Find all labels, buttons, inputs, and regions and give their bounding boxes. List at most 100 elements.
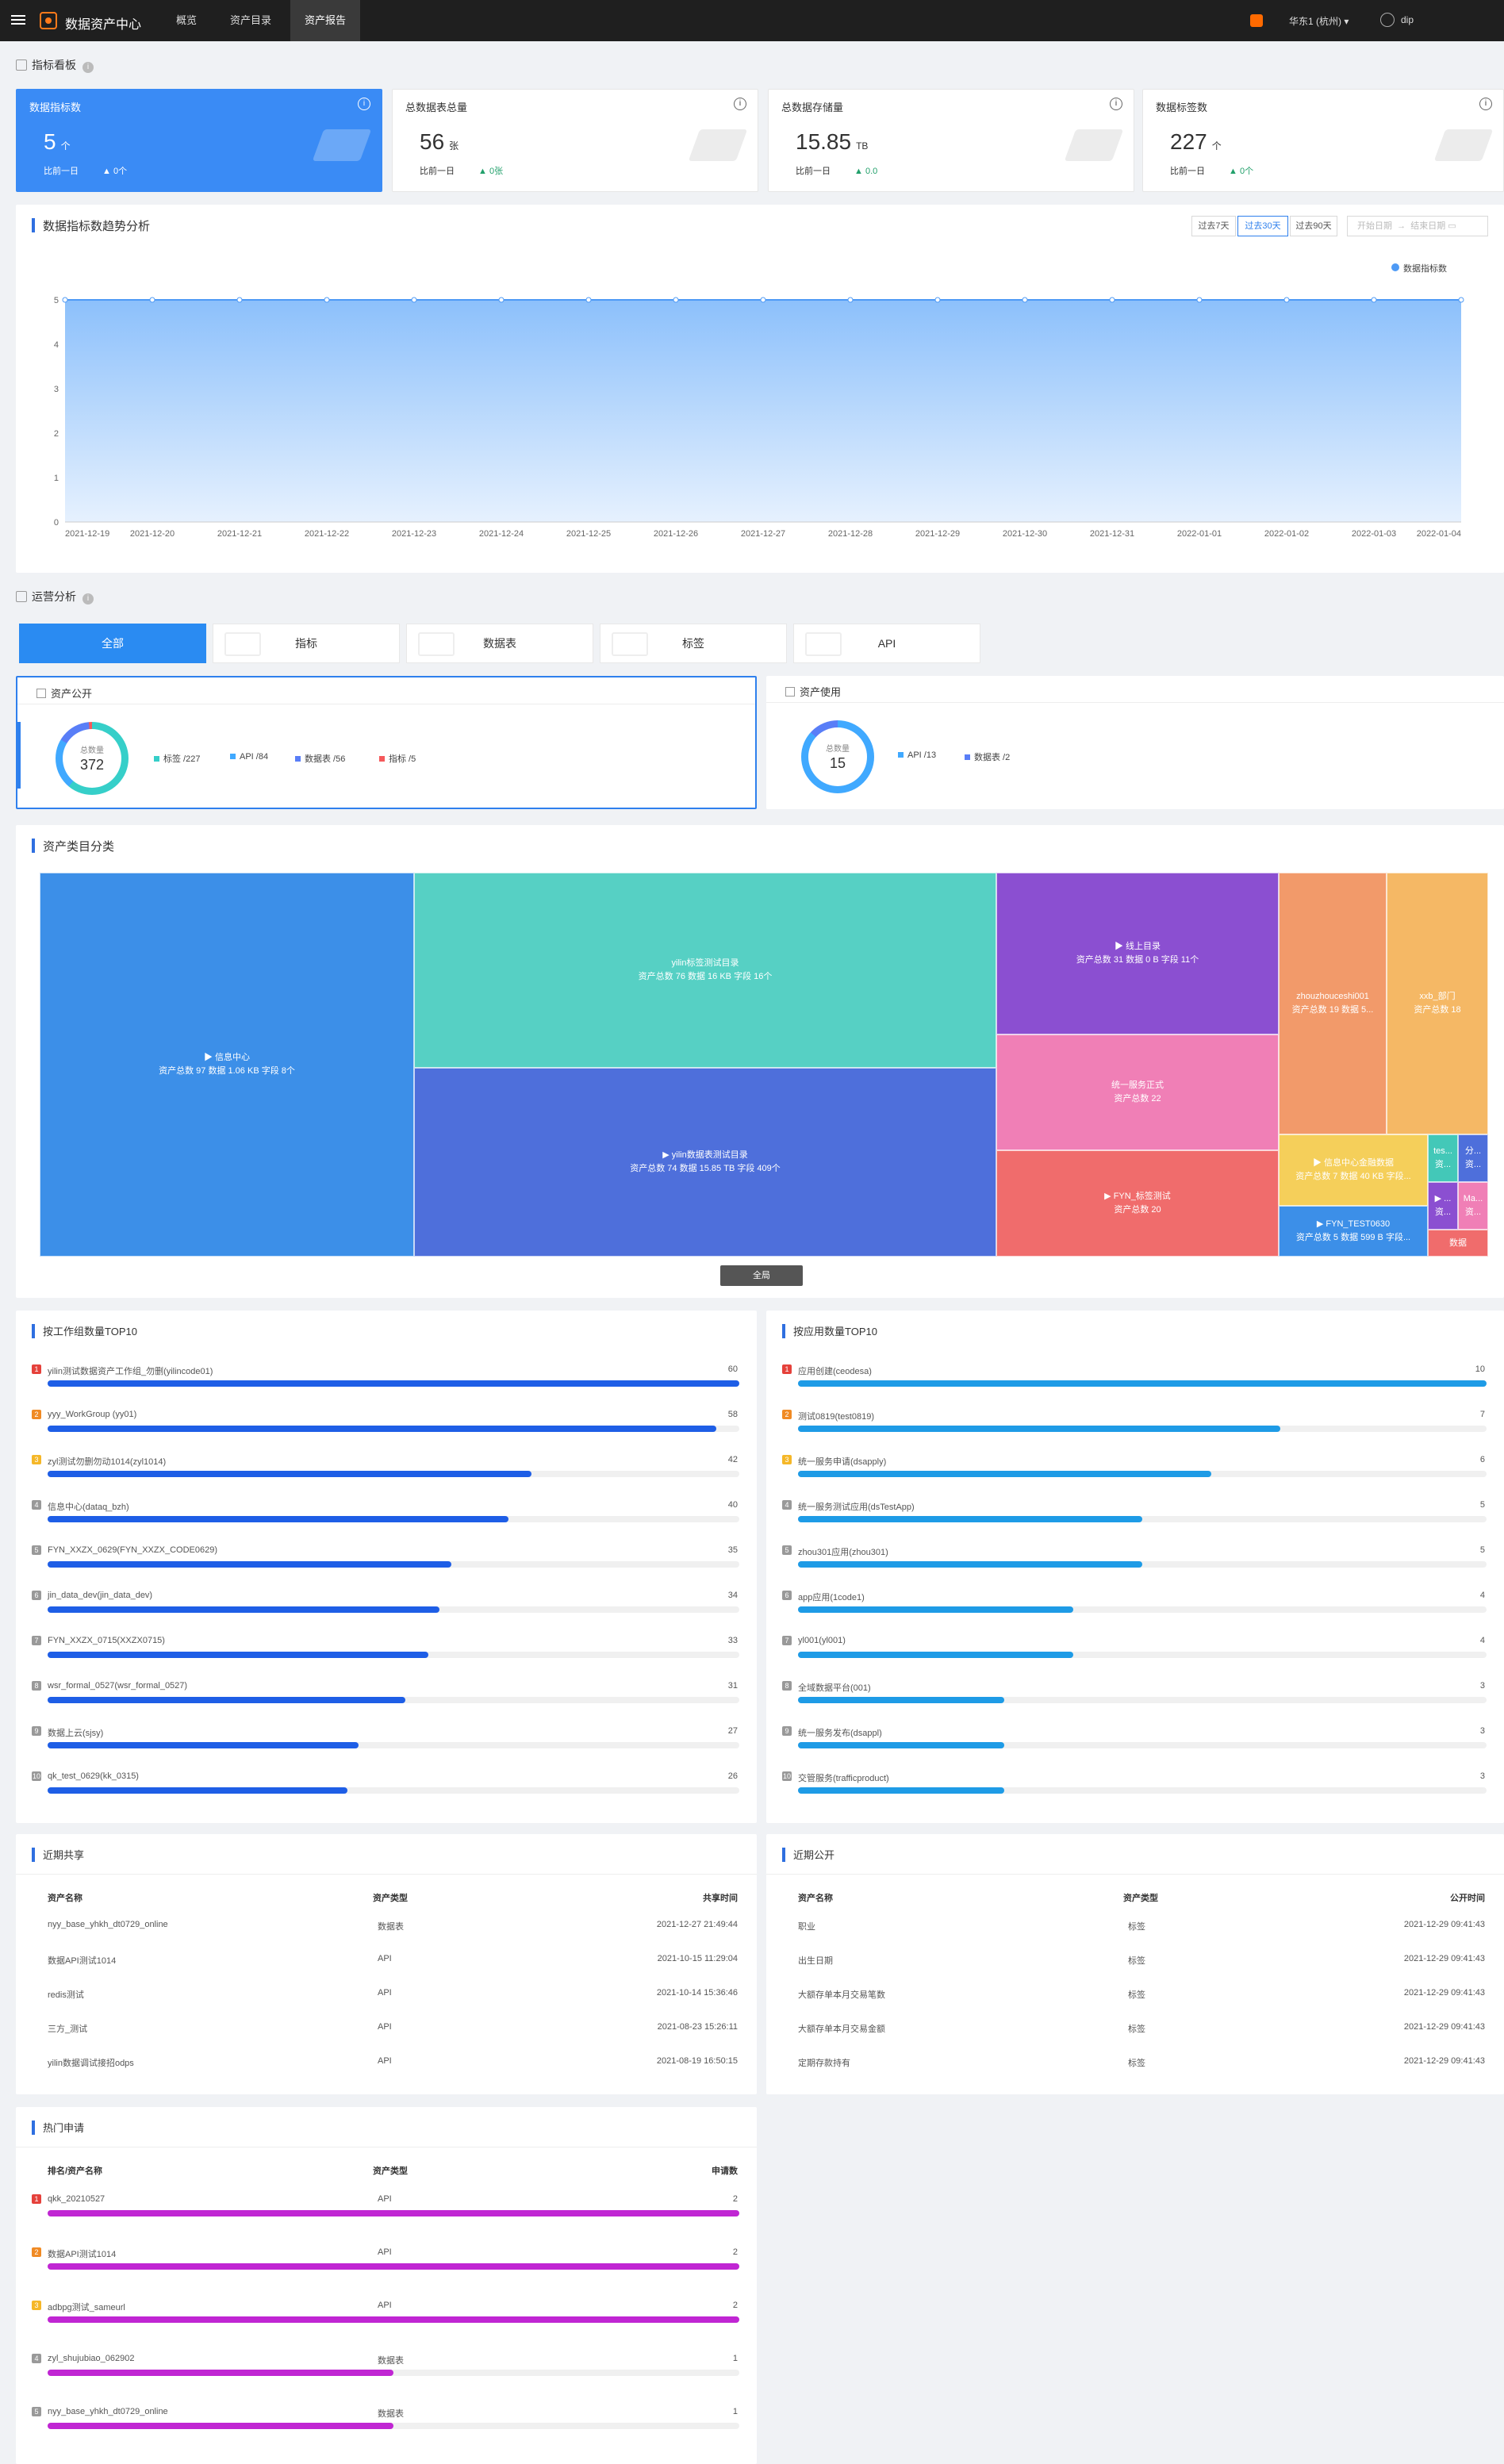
data-point[interactable] (1283, 297, 1290, 303)
nav-tab-report[interactable]: 资产报告 (290, 0, 361, 41)
range-90d-button[interactable]: 过去90天 (1290, 216, 1337, 236)
rank-badge: 6 (782, 1591, 792, 1600)
ops-tab-metric[interactable]: 指标 (213, 624, 400, 663)
rank-badge: 5 (32, 2407, 41, 2416)
treemap-node[interactable]: 统一服务正式 资产总数 22 (996, 1034, 1279, 1150)
info-icon[interactable]: i (734, 98, 746, 110)
data-point[interactable] (1022, 297, 1028, 303)
rank-row: 1 应用创建(ceodesa) 10 (766, 1364, 1504, 1409)
cell-asset-type: API (378, 2022, 392, 2032)
cell-asset-name[interactable]: 三方_测试 (48, 2025, 88, 2034)
cell-asset-type: API (378, 1988, 392, 1998)
user-name[interactable]: dip (1401, 14, 1414, 25)
data-point[interactable] (1196, 297, 1203, 303)
data-point[interactable] (62, 297, 68, 303)
data-point[interactable] (760, 297, 766, 303)
kpi-card-tables[interactable]: 总数据表总量 i 56 张 比前一日 ▲ 0张 (392, 89, 758, 192)
section-checkbox-icon[interactable] (16, 59, 27, 71)
y-tick-label: 5 (54, 296, 59, 305)
hot-asset-name[interactable]: adbpg测试_sameurl (48, 2303, 125, 2312)
data-point[interactable] (585, 297, 592, 303)
ops-tab-tag[interactable]: 标签 (600, 624, 787, 663)
cell-asset-name[interactable]: nyy_base_yhkh_dt0729_online (48, 1920, 168, 1929)
data-point[interactable] (934, 297, 941, 303)
treemap-node[interactable]: ▶ ... 资... (1428, 1182, 1458, 1230)
treemap-node[interactable]: ▶ 信息中心金融数据 资产总数 7 数据 40 KB 字段... (1279, 1134, 1428, 1206)
trend-legend: 数据指标数 (1391, 262, 1447, 274)
treemap-node[interactable]: Ma... 资... (1458, 1182, 1488, 1230)
hot-asset-name[interactable]: 数据API测试1014 (48, 2250, 117, 2259)
data-point[interactable] (149, 297, 155, 303)
treemap-node[interactable]: tes... 资... (1428, 1134, 1458, 1182)
info-icon[interactable]: i (82, 593, 94, 604)
cell-asset-name[interactable]: 大额存单本月交易笔数 (798, 1990, 885, 2000)
data-point[interactable] (1109, 297, 1115, 303)
cell-asset-name[interactable]: yilin数据调试接招odps (48, 2059, 134, 2068)
rank-value: 5 (1479, 1500, 1485, 1510)
nav-tab-overview[interactable]: 概览 (176, 14, 198, 26)
asset-usage-card[interactable]: 资产使用 总数量 15 API /13 数据表 /2 (766, 676, 1504, 809)
info-icon[interactable]: i (82, 62, 94, 73)
date-range-picker[interactable]: 开始日期 → 结束日期 ▭ (1347, 216, 1488, 236)
hot-asset-name[interactable]: qkk_20210527 (48, 2194, 106, 2204)
range-7d-button[interactable]: 过去7天 (1191, 216, 1236, 236)
treemap-node[interactable]: ▶ 线上目录 资产总数 31 数据 0 B 字段 11个 (996, 873, 1279, 1034)
data-point[interactable] (673, 297, 679, 303)
treemap-node[interactable]: 分... 资... (1458, 1134, 1488, 1182)
rank-bar-track (798, 1606, 1487, 1613)
hot-apply-count: 2 (732, 2194, 738, 2204)
ops-tab-api[interactable]: API (793, 624, 980, 663)
data-point[interactable] (411, 297, 417, 303)
asset-public-card[interactable]: 资产公开 总数量 372 标签 /227 API /84 数据表 /56 指标 /… (16, 676, 757, 809)
treemap-global-button[interactable]: 全局 (720, 1265, 803, 1286)
legend-table: 数据表 /56 (295, 752, 345, 765)
rank-bar-track (48, 1380, 739, 1387)
x-tick-label: 2021-12-23 (392, 529, 436, 539)
kpi-card-storage[interactable]: 总数据存储量 i 15.85 TB 比前一日 ▲ 0.0 (768, 89, 1134, 192)
rank-bar-track (798, 1516, 1487, 1522)
range-30d-button[interactable]: 过去30天 (1237, 216, 1288, 236)
treemap-node[interactable]: ▶ yilin数据表测试目录 资产总数 74 数据 15.85 TB 字段 409… (414, 1068, 996, 1257)
hot-asset-name[interactable]: nyy_base_yhkh_dt0729_online (48, 2407, 168, 2416)
notification-icon[interactable] (1250, 14, 1263, 27)
section-checkbox-icon[interactable] (16, 591, 27, 602)
menu-icon[interactable] (11, 13, 25, 27)
info-icon[interactable]: i (358, 98, 370, 110)
info-icon[interactable]: i (1479, 98, 1492, 110)
cell-asset-name[interactable]: redis测试 (48, 1990, 84, 2000)
treemap-node[interactable]: ▶ FYN_标签测试 资产总数 20 (996, 1150, 1279, 1257)
treemap-node[interactable]: ▶ 信息中心 资产总数 97 数据 1.06 KB 字段 8个 (40, 873, 414, 1257)
cell-asset-name[interactable]: 定期存款持有 (798, 2059, 850, 2068)
rank-badge: 9 (32, 1726, 41, 1736)
rank-row: 5 zhou301应用(zhou301) 5 (766, 1545, 1504, 1590)
data-point[interactable] (236, 297, 243, 303)
rank-bar (798, 1697, 1005, 1703)
treemap-node[interactable]: ▶ FYN_TEST0630 资产总数 5 数据 599 B 字段... (1279, 1206, 1428, 1257)
data-point[interactable] (498, 297, 505, 303)
rank-bar (798, 1787, 1005, 1794)
treemap-node[interactable]: 数据 (1428, 1230, 1488, 1257)
cell-asset-name[interactable]: 出生日期 (798, 1956, 833, 1966)
data-point[interactable] (1371, 297, 1377, 303)
data-point[interactable] (324, 297, 330, 303)
ops-tab-table[interactable]: 数据表 (406, 624, 593, 663)
rank-badge: 2 (32, 2247, 41, 2257)
kpi-card-tags[interactable]: 数据标签数 i 227 个 比前一日 ▲ 0个 (1142, 89, 1504, 192)
ops-tab-all[interactable]: 全部 (19, 624, 206, 663)
rank-value: 35 (727, 1545, 738, 1555)
info-icon[interactable]: i (1110, 98, 1122, 110)
nav-tab-catalog[interactable]: 资产目录 (230, 14, 272, 26)
cell-asset-name[interactable]: 数据API测试1014 (48, 1956, 117, 1966)
hot-asset-name[interactable]: zyl_shujubiao_062902 (48, 2354, 135, 2363)
treemap-node[interactable]: xxb_部门 资产总数 18 (1387, 873, 1488, 1134)
data-point[interactable] (1458, 297, 1464, 303)
data-point[interactable] (847, 297, 854, 303)
rank-row: 7 yl001(yl001) 4 (766, 1636, 1504, 1680)
region-selector[interactable]: 华东1 (杭州) ▾ (1289, 16, 1349, 27)
treemap-node[interactable]: yilin标签测试目录 资产总数 76 数据 16 KB 字段 16个 (414, 873, 996, 1068)
user-avatar-icon[interactable] (1380, 13, 1395, 27)
treemap-node[interactable]: zhouzhouceshi001 资产总数 19 数据 5... (1279, 873, 1387, 1134)
cell-asset-name[interactable]: 大额存单本月交易金额 (798, 2025, 885, 2034)
cell-asset-name[interactable]: 职业 (798, 1922, 815, 1932)
